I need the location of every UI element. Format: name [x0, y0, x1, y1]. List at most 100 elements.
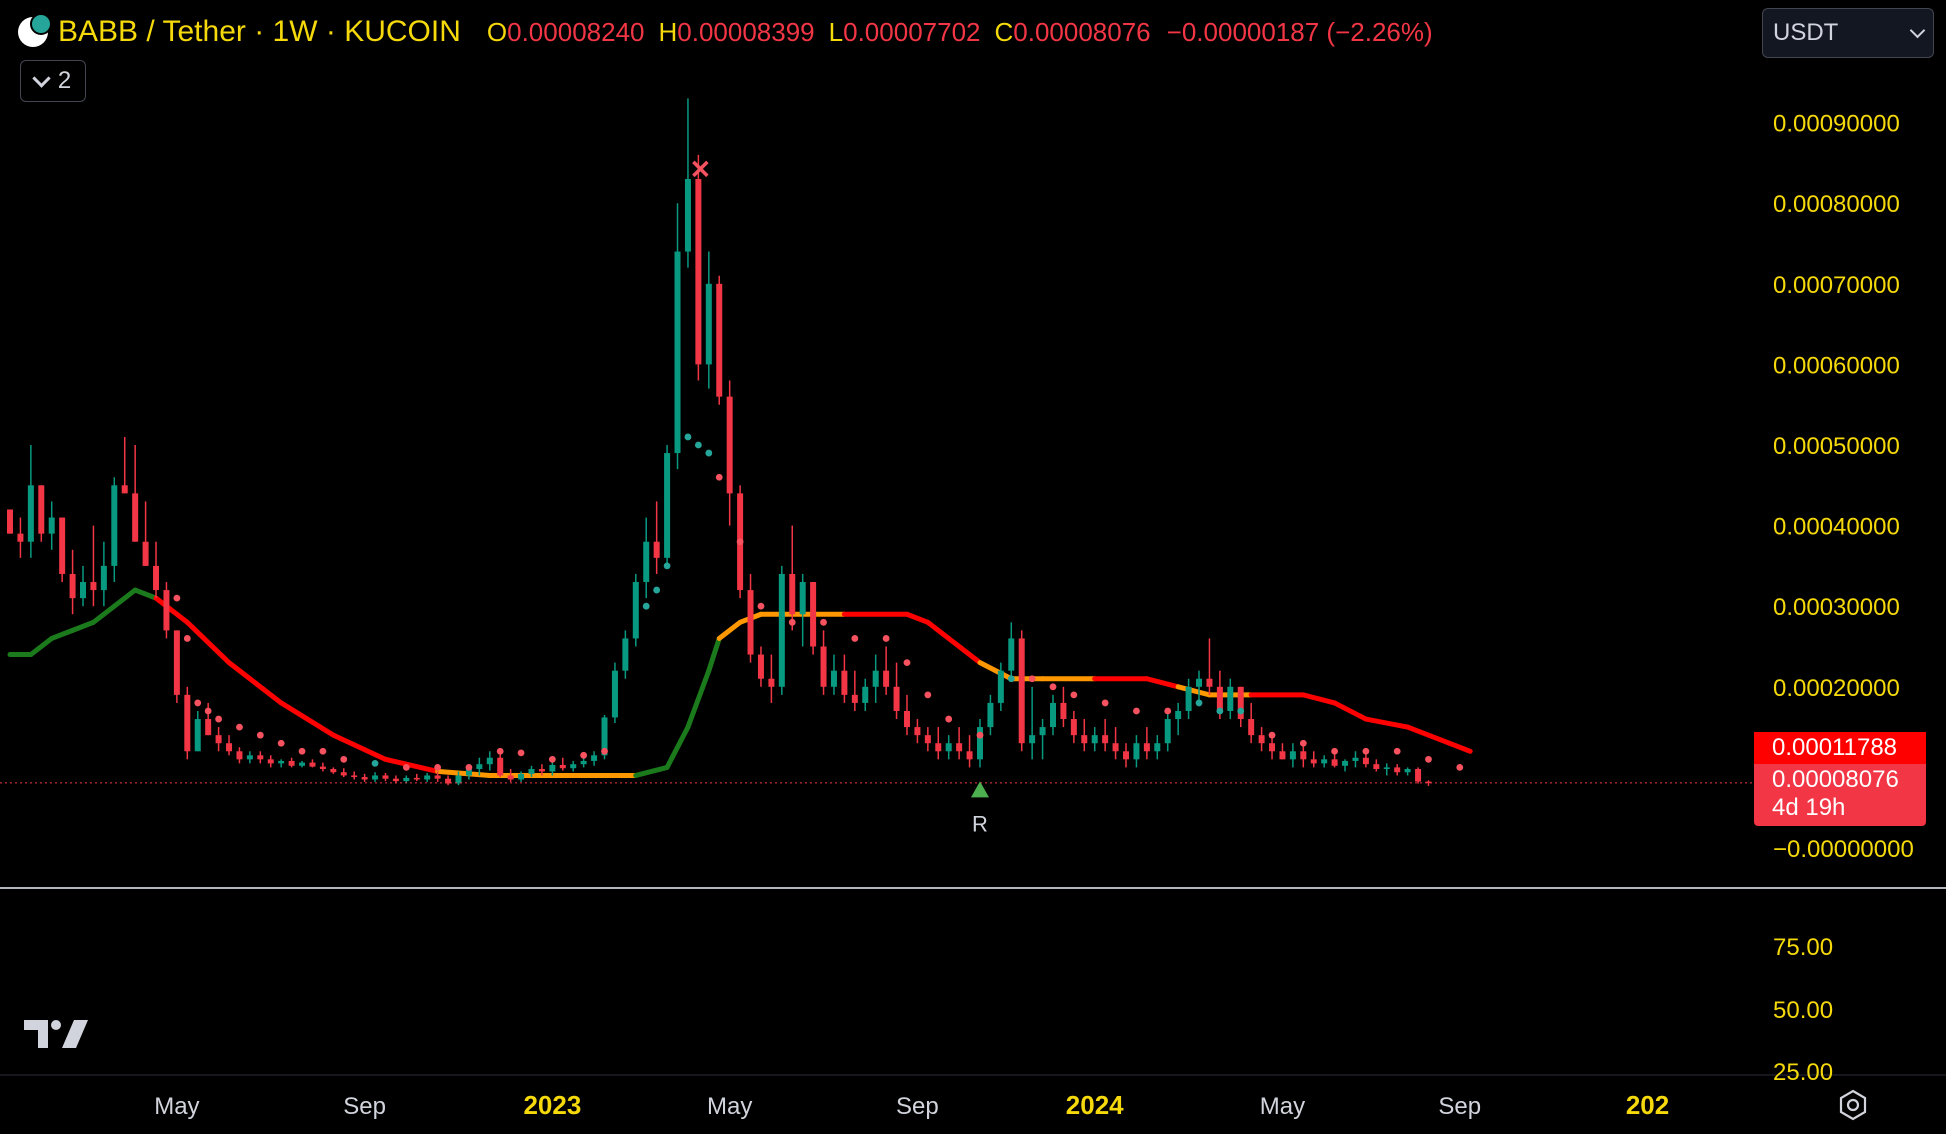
candle [841, 654, 848, 703]
candle-body [883, 670, 890, 687]
ema-line-segment [184, 619, 232, 666]
candle [1425, 780, 1432, 786]
time-axis-tick: May [1260, 1093, 1305, 1120]
x-mark-icon [692, 160, 709, 178]
candle [142, 501, 149, 566]
symbol-title[interactable]: BABB / Tether · 1W · KUCOIN [58, 15, 461, 48]
candle-body [674, 251, 681, 454]
candle [570, 760, 577, 772]
candle-body [121, 485, 128, 494]
candle-body [601, 717, 608, 756]
candle-body [1196, 678, 1203, 687]
candle [1227, 678, 1234, 720]
open-label: O [486, 16, 508, 47]
candle-body [997, 670, 1004, 703]
trailing-stop-dot [340, 755, 348, 763]
candle [1175, 702, 1182, 736]
candle [820, 630, 827, 695]
trailing-stop-dot [183, 635, 191, 642]
currency-select[interactable]: USDT [1762, 8, 1934, 58]
candle-body [1018, 638, 1025, 744]
candle [1164, 710, 1171, 752]
trailing-stop-dot [236, 723, 243, 731]
candle [1196, 670, 1203, 703]
ema-line-segment [946, 635, 983, 666]
candle-body [1164, 719, 1171, 744]
ema-line-segment [1363, 716, 1411, 730]
candle-body [1310, 759, 1317, 764]
candle [413, 773, 420, 782]
candle [173, 630, 180, 703]
candle-body [1091, 735, 1098, 744]
candle-body [278, 760, 285, 764]
trailing-stop-dot [1331, 747, 1339, 755]
candle [226, 735, 233, 756]
candle-body [830, 670, 837, 687]
high-value: 0.00008399 [677, 16, 815, 47]
low-value: 0.00007702 [843, 16, 981, 47]
trailing-stop-dot [434, 764, 442, 771]
candle [476, 757, 483, 776]
currency-value: USDT [1773, 19, 1839, 46]
trailing-stop-dot [402, 764, 410, 771]
candle-body [1331, 759, 1338, 766]
candle-body [716, 283, 723, 397]
candle [132, 445, 139, 542]
candle [153, 541, 160, 599]
candle [194, 710, 201, 752]
candle-body [1008, 638, 1015, 671]
candle-body [924, 735, 931, 744]
candle-body [1237, 686, 1244, 720]
candle-body [1383, 767, 1390, 770]
candle-body [194, 719, 201, 752]
candle-body [1154, 743, 1161, 752]
candle-body [1415, 769, 1422, 782]
candle-body [246, 755, 253, 760]
candle-body [1081, 735, 1088, 744]
close-label: C [994, 16, 1014, 47]
time-axis-tick: 2024 [1066, 1090, 1124, 1120]
candle-body [372, 775, 379, 780]
trailing-stop-dot [663, 562, 671, 570]
candle-body [17, 533, 24, 542]
candle-body [38, 485, 45, 534]
candle [1248, 702, 1255, 744]
ema-line-segment [90, 603, 117, 625]
candle-body [1185, 686, 1192, 711]
price-axis-tick: 0.00090000 [1773, 111, 1900, 138]
high-label: H [658, 16, 678, 47]
candle [1258, 727, 1265, 752]
candle-body [1394, 767, 1401, 773]
ema-line-segment [70, 619, 96, 633]
candle-body [1206, 678, 1213, 687]
candle-body [1029, 735, 1036, 744]
gear-icon[interactable] [1836, 1088, 1870, 1122]
candle-body [1175, 710, 1182, 720]
candle [1206, 638, 1213, 695]
ema-line-segment [706, 635, 722, 674]
candle [455, 771, 462, 786]
triangle-up-icon [970, 781, 989, 798]
candle [914, 719, 921, 744]
candle-body [257, 755, 264, 760]
candle [497, 754, 504, 778]
candle [236, 747, 243, 764]
open-value: 0.00008240 [507, 16, 645, 47]
candle-body [664, 453, 671, 558]
candle [351, 771, 358, 780]
tradingview-logo-icon[interactable] [22, 1014, 92, 1054]
candle-body [288, 760, 295, 766]
candle-body [403, 777, 410, 782]
trailing-stop-dot [256, 731, 264, 739]
candle-body [768, 678, 775, 687]
candle [1008, 622, 1015, 679]
candle-body [142, 541, 149, 566]
candle [48, 501, 55, 550]
candle-body [1039, 727, 1046, 736]
trailing-stop-dot [194, 699, 202, 707]
candle [945, 735, 952, 760]
ema-line-segment [664, 724, 691, 770]
candle [340, 768, 347, 778]
indicators-toggle-button[interactable]: 2 [20, 60, 86, 102]
